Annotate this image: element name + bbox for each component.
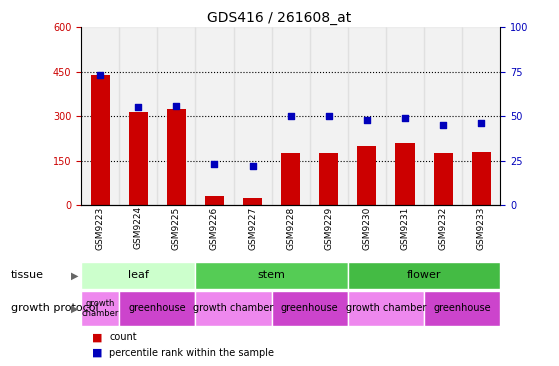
Bar — [348, 262, 500, 289]
Text: growth chamber: growth chamber — [193, 303, 274, 313]
Bar — [243, 198, 262, 205]
Bar — [424, 291, 500, 326]
Text: count: count — [109, 332, 136, 342]
Text: ■: ■ — [92, 332, 103, 342]
Bar — [357, 146, 376, 205]
Point — [286, 113, 295, 119]
Text: greenhouse: greenhouse — [281, 303, 339, 313]
Point — [96, 72, 105, 78]
Point — [401, 115, 410, 121]
Text: percentile rank within the sample: percentile rank within the sample — [109, 348, 274, 358]
Bar — [348, 27, 386, 205]
Point — [248, 163, 257, 169]
Point — [172, 102, 181, 108]
Bar — [196, 291, 272, 326]
Text: growth protocol: growth protocol — [11, 303, 99, 313]
Text: ▶: ▶ — [70, 270, 78, 280]
Bar — [472, 152, 491, 205]
Point — [210, 161, 219, 167]
Point — [439, 122, 448, 128]
Text: stem: stem — [258, 270, 286, 280]
Text: ▶: ▶ — [70, 303, 78, 313]
Point — [477, 120, 486, 126]
Text: flower: flower — [407, 270, 441, 280]
Text: growth chamber: growth chamber — [346, 303, 426, 313]
Bar — [129, 112, 148, 205]
Bar — [424, 27, 462, 205]
Text: leaf: leaf — [128, 270, 149, 280]
Bar — [434, 153, 453, 205]
Bar — [196, 262, 348, 289]
Point — [324, 113, 333, 119]
Bar — [272, 27, 310, 205]
Bar — [234, 27, 272, 205]
Bar — [81, 27, 119, 205]
Bar — [119, 291, 196, 326]
Bar — [81, 291, 119, 326]
Text: tissue: tissue — [11, 270, 44, 280]
Bar — [157, 27, 196, 205]
Bar — [205, 196, 224, 205]
Bar — [319, 153, 338, 205]
Bar — [310, 27, 348, 205]
Bar — [386, 27, 424, 205]
Bar — [272, 291, 348, 326]
Bar — [81, 262, 196, 289]
Text: greenhouse: greenhouse — [129, 303, 186, 313]
Bar — [167, 109, 186, 205]
Bar — [348, 291, 424, 326]
Bar — [91, 75, 110, 205]
Bar — [396, 143, 415, 205]
Bar — [281, 153, 300, 205]
Text: ■: ■ — [92, 348, 103, 358]
Point — [134, 104, 143, 110]
Bar — [462, 27, 500, 205]
Text: greenhouse: greenhouse — [433, 303, 491, 313]
Bar — [119, 27, 157, 205]
Text: growth
chamber: growth chamber — [82, 299, 119, 318]
Point — [362, 117, 371, 123]
Text: GDS416 / 261608_at: GDS416 / 261608_at — [207, 11, 352, 25]
Bar — [196, 27, 234, 205]
